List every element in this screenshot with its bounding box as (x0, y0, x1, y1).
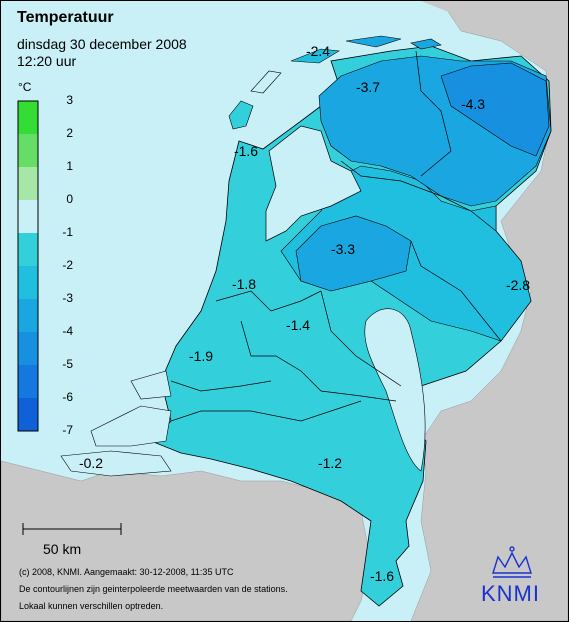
legend-band (18, 299, 38, 332)
legend-band (18, 332, 38, 365)
legend-band (18, 365, 38, 398)
temp-label: -2.8 (505, 277, 531, 293)
map-time: 12:20 uur (17, 53, 77, 69)
map-date: dinsdag 30 december 2008 (17, 36, 187, 52)
disclaimer-line-1: De contourlijnen zijn geinterpoleerde me… (19, 584, 288, 594)
legend-tick-label: -6 (62, 390, 73, 404)
temp-label: -3.7 (355, 79, 381, 95)
temp-label: -1.2 (317, 455, 343, 471)
legend-tick-label: -5 (62, 357, 73, 371)
legend-tick-label: 1 (66, 159, 73, 173)
band-flevoland (295, 215, 412, 292)
legend-band (18, 167, 38, 200)
legend-tick-label: -3 (62, 291, 73, 305)
germany-coast (421, 1, 568, 41)
legend-tick-label: 2 (66, 126, 73, 140)
band-minus1-0-east (364, 308, 426, 472)
wadden-islands (228, 35, 442, 130)
temp-label: -1.6 (369, 568, 395, 584)
legend-tick-label: -1 (62, 225, 73, 239)
temp-label: -3.3 (330, 241, 356, 257)
scale-bar-label: 50 km (43, 541, 82, 557)
legend-unit: °C (18, 80, 32, 94)
temp-label: -4.3 (460, 96, 486, 112)
legend-tick-label: 3 (66, 93, 73, 107)
legend-band (18, 134, 38, 167)
temp-label: -2.4 (305, 43, 331, 59)
zeeland-islands (60, 370, 172, 477)
province-borders (170, 50, 502, 422)
temp-label: -1.8 (231, 276, 257, 292)
knmi-logo-text: KNMI (481, 581, 540, 606)
scale-bar-graphic (22, 523, 122, 535)
legend-color-bar (17, 100, 39, 432)
copyright-text: (c) 2008, KNMI. Aangemaakt: 30-12-2008, … (19, 567, 234, 577)
legend-band (18, 200, 38, 233)
legend-band (18, 266, 38, 299)
map-title: Temperatuur (17, 9, 114, 26)
legend-tick-label: -2 (62, 258, 73, 272)
temp-label: -1.6 (233, 143, 259, 159)
legend-band (18, 101, 38, 134)
crown-icon (492, 546, 532, 578)
legend-tick-label: -4 (62, 324, 73, 338)
legend-tick-label: -7 (62, 423, 73, 437)
ijsselmeer (265, 125, 362, 242)
legend-tick-label: 0 (66, 192, 73, 206)
legend-band (18, 233, 38, 266)
temp-label: -0.2 (78, 455, 104, 471)
legend-frame (17, 100, 39, 432)
temp-label: -1.4 (285, 317, 311, 333)
temp-label: -1.9 (188, 348, 214, 364)
band-minus5-minus4 (440, 62, 550, 157)
legend-band (18, 398, 38, 431)
disclaimer-line-2: Lokaal kunnen verschillen optreden. (19, 601, 164, 611)
